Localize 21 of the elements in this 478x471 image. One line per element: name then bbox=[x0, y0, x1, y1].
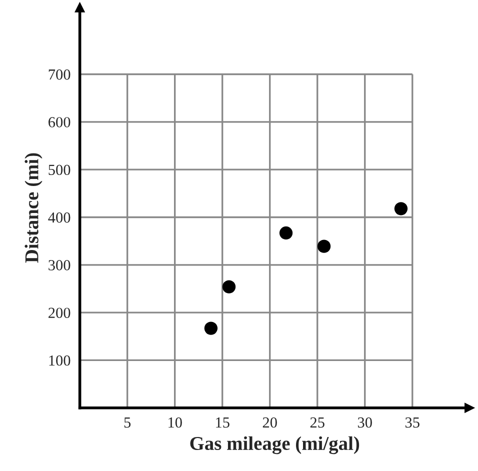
y-tick-label: 600 bbox=[48, 117, 70, 128]
y-tick-label: 100 bbox=[49, 355, 70, 366]
x-tick-label: 15 bbox=[216, 417, 230, 428]
x-tick-label: 30 bbox=[358, 417, 372, 428]
y-tick-label: 500 bbox=[48, 164, 70, 176]
point bbox=[222, 280, 236, 294]
x-axis-title: Gas mileage (mi/gal) bbox=[190, 436, 360, 454]
x-tick-label: 20 bbox=[262, 417, 277, 428]
x-tick-label: 10 bbox=[168, 417, 182, 428]
y-tick-label: 400 bbox=[48, 212, 70, 223]
point bbox=[317, 240, 331, 253]
x-tick-label: 25 bbox=[310, 417, 324, 428]
y-tick-label: 200 bbox=[48, 308, 70, 318]
x-tick-label: 35 bbox=[405, 417, 420, 428]
y-axis-title: Distance (mi) bbox=[24, 153, 42, 263]
x-tick-label: 5 bbox=[124, 418, 131, 428]
point bbox=[394, 202, 408, 216]
point bbox=[279, 226, 293, 240]
point bbox=[204, 322, 218, 335]
y-tick-label: 700 bbox=[48, 69, 70, 80]
y-tick-label: 300 bbox=[48, 260, 70, 270]
